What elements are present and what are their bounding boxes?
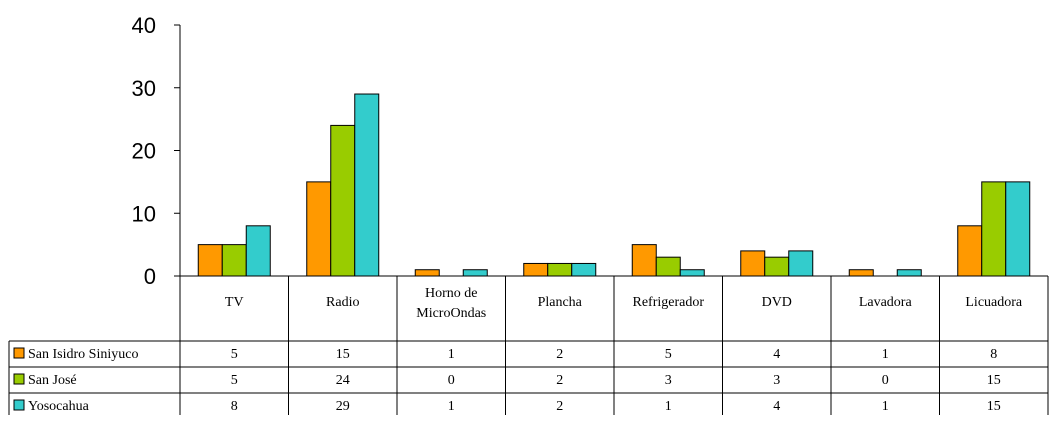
legend-swatch [13, 399, 25, 411]
bar [354, 93, 380, 277]
bar [679, 269, 705, 277]
bar [221, 244, 247, 277]
data-label: 5 [231, 373, 238, 388]
x-tick-label: TV [225, 295, 244, 310]
bar [414, 269, 440, 277]
legend-swatch [13, 373, 25, 385]
bar [848, 269, 874, 277]
data-label: 2 [556, 373, 563, 388]
legend-label: San Isidro Siniyuco [28, 347, 138, 362]
x-tick-label: Refrigerador [632, 295, 704, 310]
bar [1005, 181, 1031, 277]
data-label: 2 [556, 399, 563, 414]
bar [788, 250, 814, 277]
legend-label: San José [28, 373, 77, 388]
bar [896, 269, 922, 277]
data-label: 24 [336, 373, 350, 388]
data-label: 1 [882, 347, 889, 362]
bar [764, 256, 790, 277]
data-label: 8 [990, 347, 997, 362]
data-label: 4 [773, 399, 780, 414]
data-label: 3 [665, 373, 672, 388]
bar [306, 181, 332, 277]
y-tick-label: 0 [144, 264, 156, 289]
data-label: 8 [231, 399, 238, 414]
x-tick-label: Lavadora [859, 295, 913, 310]
x-tick-label: Plancha [538, 295, 583, 310]
bar [245, 225, 271, 277]
bar [523, 262, 549, 277]
y-tick-label: 20 [132, 139, 156, 164]
bar [740, 250, 766, 277]
y-tick-label: 10 [132, 201, 156, 226]
bar [547, 262, 573, 277]
data-label: 0 [448, 373, 455, 388]
bar [571, 262, 597, 277]
data-label: 15 [336, 347, 350, 362]
x-tick-label: Horno de [425, 286, 478, 301]
data-label: 15 [987, 373, 1001, 388]
legend-swatch [13, 347, 25, 359]
x-tick-label: MicroOndas [416, 306, 486, 321]
data-label: 29 [336, 399, 350, 414]
bar [981, 181, 1007, 277]
bar [631, 244, 657, 277]
data-label: 5 [231, 347, 238, 362]
data-label: 15 [987, 399, 1001, 414]
data-label: 3 [773, 373, 780, 388]
data-label: 5 [665, 347, 672, 362]
data-label: 1 [665, 399, 672, 414]
bar [957, 225, 983, 277]
legend-label: Yosocahua [28, 399, 90, 414]
x-tick-label: Licuadora [965, 295, 1023, 310]
data-label: 1 [882, 399, 889, 414]
data-label: 1 [448, 399, 455, 414]
x-tick-label: Radio [326, 295, 359, 310]
y-tick-label: 40 [132, 13, 156, 38]
data-label: 1 [448, 347, 455, 362]
data-label: 4 [773, 347, 780, 362]
bar [655, 256, 681, 277]
data-label: 2 [556, 347, 563, 362]
y-tick-label: 30 [132, 76, 156, 101]
bar [462, 269, 488, 277]
x-tick-label: DVD [762, 295, 792, 310]
bar [197, 244, 223, 277]
data-label: 0 [882, 373, 889, 388]
bar [330, 124, 356, 277]
